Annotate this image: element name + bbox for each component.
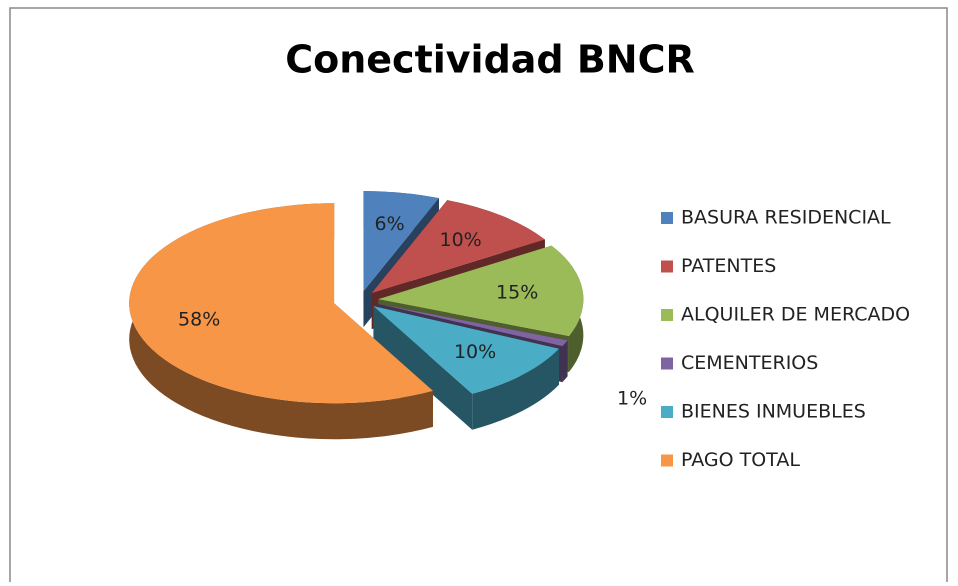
legend-label: PATENTES [681,255,776,277]
data-label: 10% [440,229,482,251]
legend-label: PAGO TOTAL [681,449,800,471]
slice [376,303,568,347]
slice-wall [373,306,473,430]
legend-swatch [661,309,673,321]
slice [373,306,559,394]
legend-label: ALQUILER DE MERCADO [681,304,910,326]
data-label: 1% [617,388,647,410]
slice-side [129,203,433,440]
data-label: 6% [375,213,405,235]
legend-swatch [661,212,673,224]
legend-label: BIENES INMUEBLES [681,401,866,423]
slice-side [562,340,568,383]
chart-title: Conectividad BNCR [285,38,695,82]
data-label: 10% [454,341,496,363]
data-label: 58% [178,309,220,331]
pie-tops [129,191,584,404]
legend-swatch [661,406,673,418]
legend-label: BASURA RESIDENCIAL [681,207,891,229]
legend-swatch [661,454,673,467]
data-label: 15% [496,281,538,303]
slice [363,191,439,292]
legend-swatch [661,260,673,273]
slice [371,200,545,294]
legend-label: CEMENTERIOS [681,352,818,374]
slice [129,203,433,404]
legend-swatch [661,357,673,370]
slice-side [472,348,559,430]
slice [378,245,584,336]
